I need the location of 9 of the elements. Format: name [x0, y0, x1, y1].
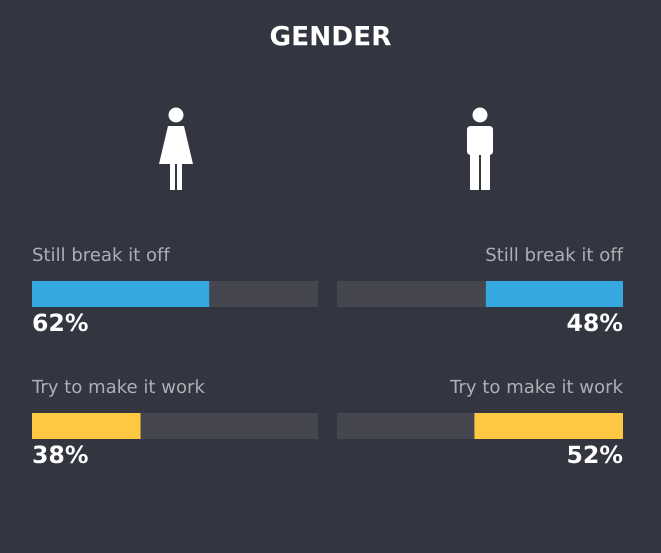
chart-title: GENDER — [270, 26, 391, 46]
data-label: 62% — [33, 313, 88, 332]
y-tick-label: Try to make it work — [450, 379, 623, 397]
data-label: 48% — [568, 313, 622, 332]
y-tick-label: Still break it off — [33, 247, 170, 262]
data-label: 38% — [34, 445, 88, 464]
y-tick-label: Try to make it work — [32, 379, 205, 397]
y-tick-label: Still break it off — [486, 247, 624, 262]
data-label: 52% — [568, 445, 622, 464]
